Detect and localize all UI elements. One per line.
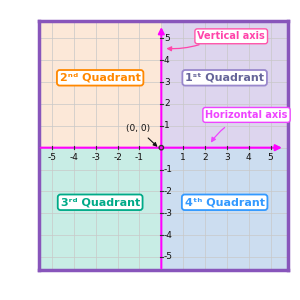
Text: -3: -3 (164, 209, 173, 218)
Text: 5: 5 (268, 153, 273, 162)
Text: 1: 1 (180, 153, 186, 162)
Text: 1: 1 (164, 121, 170, 130)
Text: 3: 3 (224, 153, 230, 162)
Text: Vertical axis: Vertical axis (197, 31, 265, 41)
Text: -5: -5 (164, 252, 173, 261)
Text: -1: -1 (164, 165, 173, 174)
Text: -4: -4 (164, 231, 173, 240)
Text: 1ˢᵗ Quadrant: 1ˢᵗ Quadrant (185, 73, 264, 83)
Text: 2: 2 (202, 153, 208, 162)
Text: 2: 2 (164, 100, 169, 109)
Text: 4: 4 (164, 56, 169, 65)
Text: 4ᵗʰ Quadrant: 4ᵗʰ Quadrant (185, 197, 265, 207)
Text: 2ⁿᵈ Quadrant: 2ⁿᵈ Quadrant (60, 73, 141, 83)
Text: -5: -5 (48, 153, 57, 162)
Text: Horizontal axis: Horizontal axis (205, 110, 288, 120)
Text: -2: -2 (164, 187, 173, 196)
Text: 3ʳᵈ Quadrant: 3ʳᵈ Quadrant (61, 197, 140, 207)
Text: -3: -3 (91, 153, 100, 162)
Text: 3: 3 (164, 78, 170, 87)
Text: -4: -4 (70, 153, 78, 162)
Text: -1: -1 (135, 153, 144, 162)
Text: (0, 0): (0, 0) (126, 124, 157, 146)
Text: -2: -2 (113, 153, 122, 162)
Text: 4: 4 (246, 153, 251, 162)
Text: 5: 5 (164, 34, 170, 43)
